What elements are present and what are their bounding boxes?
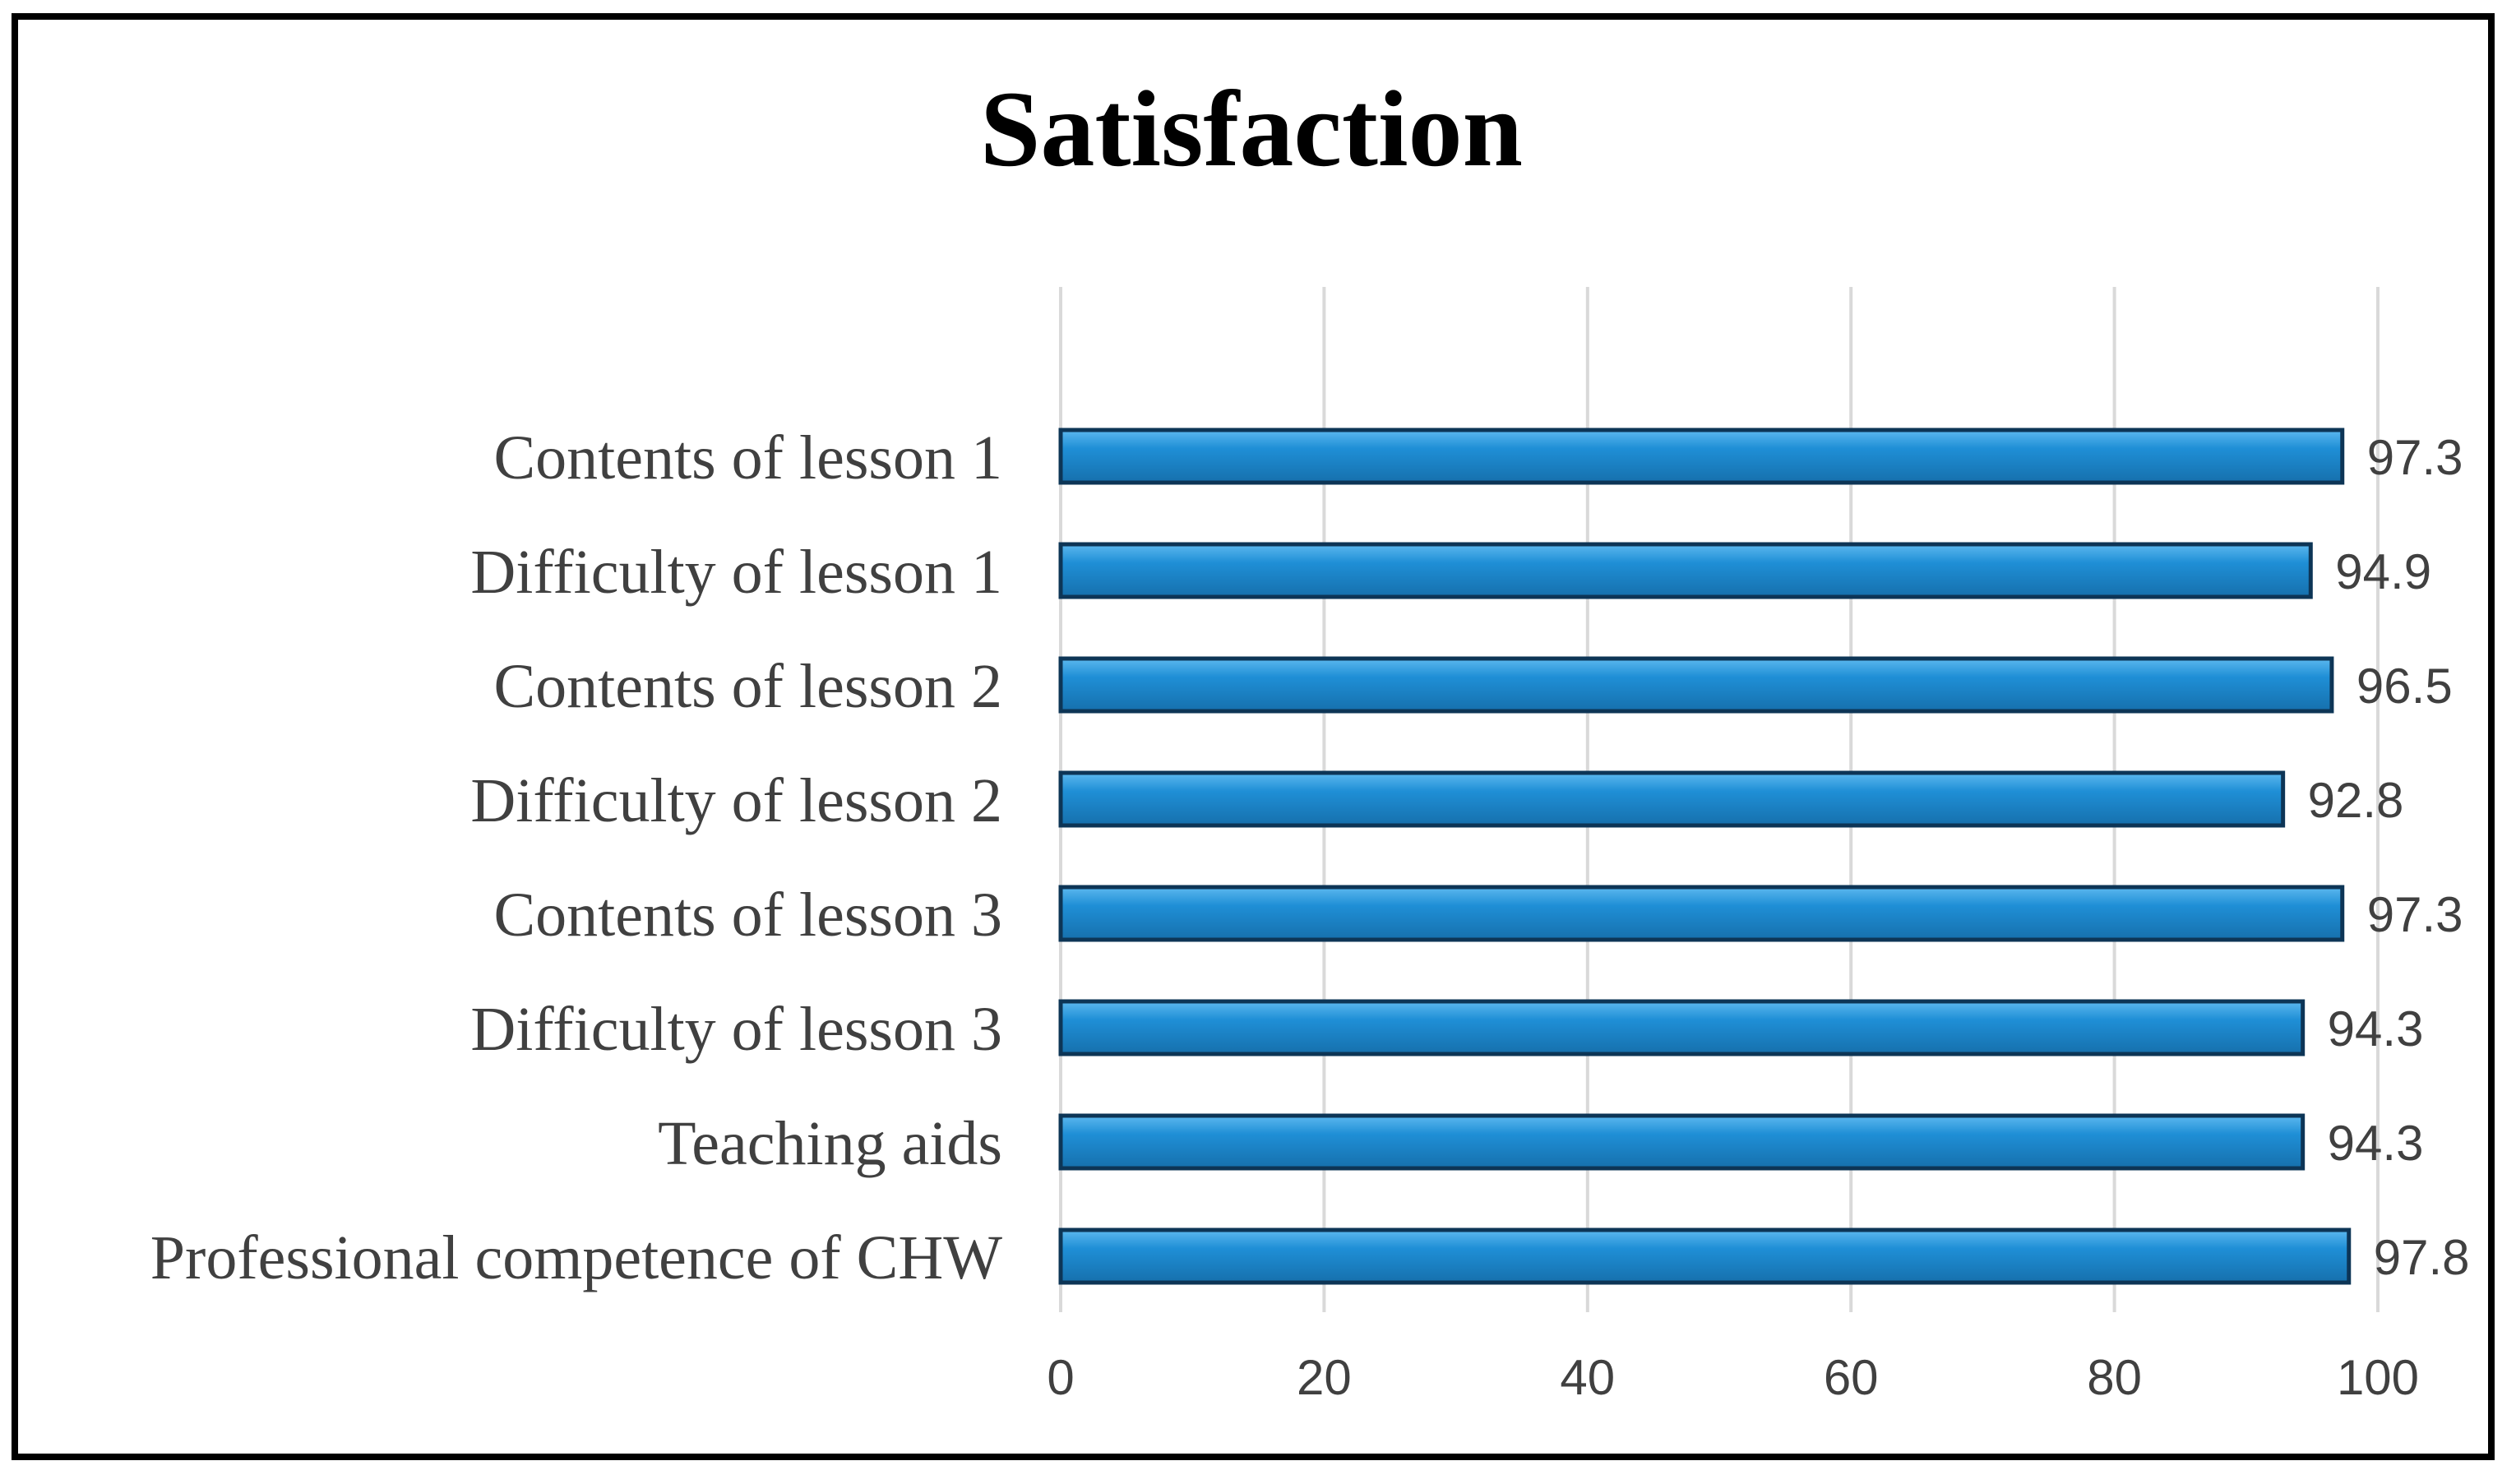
- data-label: 94.9: [2335, 544, 2431, 599]
- bar-1: [1058, 542, 2313, 599]
- x-tick-label: 20: [1297, 1350, 1352, 1405]
- x-tick-label: 40: [1560, 1350, 1615, 1405]
- data-label: 96.5: [2356, 659, 2453, 714]
- bar-4: [1058, 885, 2345, 942]
- bar-2: [1058, 656, 2334, 714]
- x-tick-label: 0: [1047, 1350, 1074, 1405]
- category-label: Difficulty of lesson 3: [470, 995, 1002, 1064]
- x-tick-label: 100: [2337, 1350, 2419, 1405]
- category-label: Contents of lesson 3: [493, 881, 1002, 950]
- bar-3: [1058, 770, 2286, 828]
- x-tick-label: 60: [1824, 1350, 1879, 1405]
- bar-5: [1058, 999, 2306, 1056]
- category-label: Difficulty of lesson 1: [470, 538, 1002, 607]
- category-label: Contents of lesson 1: [493, 423, 1002, 492]
- data-label: 97.8: [2374, 1230, 2470, 1285]
- bar-0: [1058, 428, 2345, 485]
- category-label: Professional competence of CHW: [150, 1223, 1003, 1292]
- bar-7: [1058, 1227, 2352, 1285]
- category-label: Difficulty of lesson 2: [470, 766, 1002, 835]
- data-label: 94.3: [2328, 1001, 2424, 1056]
- data-label: 94.3: [2328, 1116, 2424, 1171]
- category-label: Contents of lesson 2: [493, 652, 1002, 721]
- chart-frame: Satisfaction Contents of lesson 1 Difficu…: [12, 13, 2495, 1460]
- category-label: Teaching aids: [658, 1109, 1002, 1178]
- data-label: 92.8: [2308, 773, 2404, 828]
- chart-title: Satisfaction: [980, 68, 1523, 189]
- bar-6: [1058, 1113, 2306, 1171]
- data-label: 97.3: [2367, 430, 2463, 485]
- bar-chart: Satisfaction Contents of lesson 1 Difficu…: [150, 68, 2470, 1405]
- x-tick-label: 80: [2087, 1350, 2142, 1405]
- data-label: 97.3: [2367, 887, 2463, 942]
